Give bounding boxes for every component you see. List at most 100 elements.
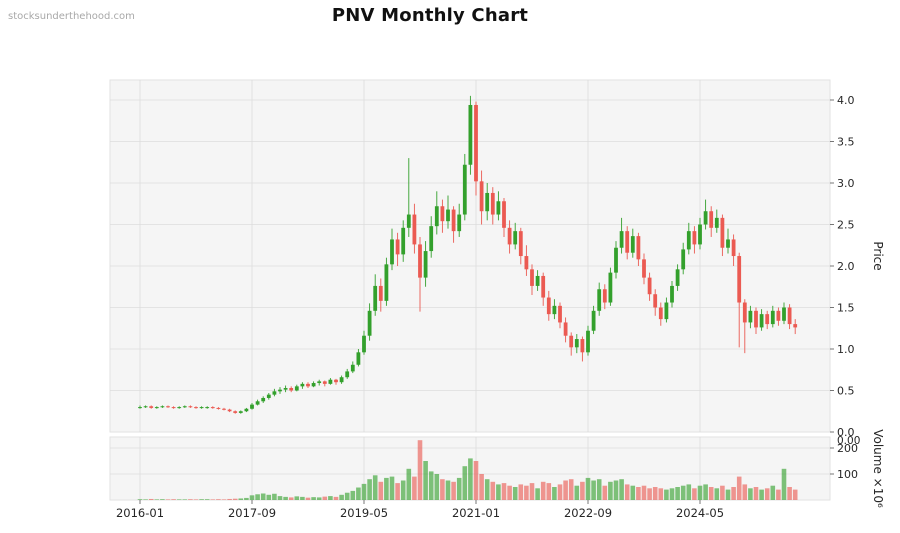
candle (474, 101, 478, 196)
candle (345, 368, 350, 379)
price-tick-label: 2.0 (837, 260, 855, 273)
candle (485, 183, 490, 221)
volume-bar (255, 494, 260, 500)
candle (524, 245, 529, 276)
candle (294, 384, 299, 392)
candle (703, 199, 708, 230)
volume-bar (546, 483, 552, 500)
price-tick-label: 3.5 (837, 136, 855, 149)
candle (205, 406, 210, 409)
candle (199, 406, 204, 409)
candle (283, 385, 288, 393)
x-tick-label: 2024-05 (676, 506, 724, 520)
price-tick-label: 4.0 (837, 94, 855, 107)
candle (782, 302, 786, 325)
volume-bar (339, 494, 344, 500)
volume-bar (725, 489, 731, 500)
volume-bar (216, 499, 221, 500)
candle (233, 410, 238, 414)
candle (496, 191, 501, 221)
candle (692, 226, 697, 254)
volume-bar (210, 499, 216, 500)
volume-bar (300, 496, 305, 500)
volume-bar (412, 476, 417, 500)
candle (194, 406, 198, 409)
price-tick-label: 2.5 (837, 219, 855, 232)
volume-bar (540, 481, 546, 500)
candle (367, 303, 372, 341)
candle (390, 228, 394, 271)
volume-bar (188, 499, 193, 500)
volume-bar (333, 496, 339, 500)
volume-bar (776, 489, 781, 500)
candle (166, 405, 170, 408)
volume-bar (468, 458, 473, 500)
price-tick-label: 1.0 (837, 343, 855, 356)
candle (468, 95, 473, 175)
volume-bar (378, 481, 384, 500)
volume-bar (781, 468, 787, 500)
candle (636, 232, 641, 266)
candle (586, 325, 590, 356)
volume-bar (277, 496, 283, 500)
volume-bar (456, 477, 462, 500)
volume-bar (204, 499, 210, 500)
candle (306, 382, 310, 389)
x-tick-label: 2017-09 (228, 506, 276, 520)
candle (759, 309, 764, 331)
volume-bar (160, 499, 165, 500)
candle (580, 336, 585, 362)
volume-bar (143, 499, 148, 500)
volume-bar (423, 461, 428, 500)
candle (227, 408, 232, 413)
candles-series (138, 95, 798, 414)
candle (681, 242, 686, 275)
volume-bar (512, 487, 518, 500)
candle (597, 282, 602, 316)
volume-tick-label: 200 (837, 442, 858, 455)
candle (434, 191, 439, 235)
volume-bar (518, 484, 524, 500)
volume-bar (372, 475, 378, 500)
price-axis-label: Price (871, 241, 885, 270)
candle (210, 406, 215, 409)
volume-bar (227, 498, 232, 500)
candle (737, 252, 742, 348)
volume-bar (580, 481, 585, 500)
volume-bar (367, 479, 372, 500)
volume-bar (473, 461, 479, 500)
candle (513, 222, 518, 250)
volume-bar (613, 480, 619, 500)
volume-bar (294, 496, 300, 500)
volume-bar (176, 499, 182, 500)
candle (686, 222, 691, 255)
candle (709, 206, 714, 237)
candle (429, 216, 434, 258)
candle (311, 381, 316, 388)
candle (378, 278, 383, 312)
candle (507, 220, 512, 254)
volume-bar (344, 492, 350, 500)
candle (356, 349, 361, 367)
candle (423, 241, 428, 287)
volume-axis-label: Volume ×10⁶ (871, 429, 885, 508)
volume-series (137, 440, 798, 500)
candle (530, 264, 534, 296)
volume-bar (680, 485, 686, 500)
volume-bar (748, 488, 753, 500)
volume-bar (283, 496, 288, 500)
price-tick-label: 0.0 (837, 426, 855, 439)
candle (278, 387, 282, 394)
candle (793, 319, 798, 335)
candle (720, 214, 725, 257)
volume-bar (484, 479, 490, 500)
volume-bar (736, 476, 742, 500)
volume-bar (585, 477, 591, 500)
volume-bar (193, 499, 199, 500)
volume-bar (221, 499, 227, 500)
volume-bar (641, 485, 647, 500)
volume-bar (288, 497, 294, 500)
volume-bar (440, 479, 445, 500)
candle (289, 386, 294, 393)
x-tick-label: 2021-01 (452, 506, 500, 520)
